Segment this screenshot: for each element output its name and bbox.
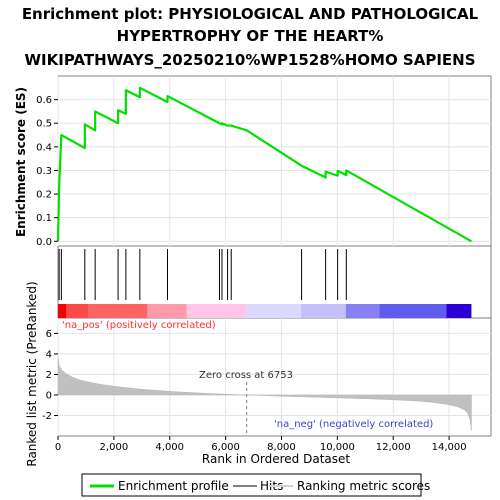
chart-title-line-3: WIKIPATHWAYS_20250210%WP1528%HOMO SAPIEN… <box>24 51 475 69</box>
es-tick-label: 0.0 <box>36 237 52 248</box>
metric-panel-frame <box>57 317 492 437</box>
es-tick-label: 0.1 <box>36 213 52 224</box>
ranking-metric-area <box>57 357 472 431</box>
x-tick-label: 0 <box>55 442 61 453</box>
chart-title-line-1: Enrichment plot: PHYSIOLOGICAL AND PATHO… <box>22 5 479 23</box>
es-y-ticks: 0.0 0.1 0.2 0.3 0.4 0.5 0.6 <box>36 95 58 248</box>
zero-cross-label: Zero cross at 6753 <box>199 370 293 381</box>
es-tick-label: 0.3 <box>36 166 52 177</box>
legend: Enrichment profile Hits Ranking metric s… <box>81 473 430 497</box>
legend-metric-label: Ranking metric scores <box>297 479 430 493</box>
es-tick-label: 0.6 <box>36 95 52 106</box>
heat-band <box>58 304 67 318</box>
x-tick-label: 12,000 <box>376 442 411 453</box>
heat-band <box>66 304 89 318</box>
es-y-axis-label: Enrichment score (ES) <box>14 87 28 237</box>
x-tick-label: 4,000 <box>155 442 184 453</box>
metric-tick-label: 0 <box>46 390 52 401</box>
enrichment-profile-group <box>56 86 472 243</box>
x-tick-label: 8,000 <box>267 442 296 453</box>
heat-band <box>186 304 247 318</box>
x-tick-label: 6,000 <box>211 442 240 453</box>
metric-tick-label: 4 <box>46 349 52 360</box>
metric-tick-label: 2 <box>46 370 52 381</box>
heat-band <box>246 304 302 318</box>
ranking-metric-fill <box>57 357 472 431</box>
heat-band <box>345 304 380 318</box>
x-tick-label: 10,000 <box>320 442 355 453</box>
es-grid <box>57 76 491 246</box>
metric-tick-label: 6 <box>46 329 52 340</box>
enrichment-profile-line <box>56 86 472 243</box>
es-tick-label: 0.4 <box>36 142 52 153</box>
metric-tick-label: -2 <box>42 411 52 422</box>
es-tick-label: 0.2 <box>36 190 52 201</box>
pos-correlated-label: 'na_pos' (positively correlated) <box>62 320 216 331</box>
x-tick-label: 14,000 <box>432 442 467 453</box>
neg-correlated-label: 'na_neg' (negatively correlated) <box>274 419 433 430</box>
es-panel-frame <box>57 75 492 247</box>
x-axis-ticks: 0 2,000 4,000 6,000 8,000 10,000 12,000 14,000 <box>55 436 467 453</box>
heat-band <box>301 304 346 318</box>
heat-band <box>88 304 148 318</box>
metric-y-axis-label: Ranked list metric (PreRanked) <box>25 281 39 466</box>
chart-title-line-2: HYPERTROPHY OF THE HEART% <box>117 27 384 45</box>
rank-heat-bar <box>58 304 472 318</box>
legend-enrichment-label: Enrichment profile <box>118 479 229 493</box>
heat-band <box>379 304 447 318</box>
heat-band <box>446 304 472 318</box>
heat-band <box>147 304 187 318</box>
metric-y-ticks: -2 0 2 4 6 <box>42 329 58 422</box>
x-axis-label: Rank in Ordered Dataset <box>202 452 350 466</box>
hits-group <box>58 249 347 300</box>
es-tick-label: 0.5 <box>36 119 52 130</box>
x-tick-label: 2,000 <box>100 442 129 453</box>
